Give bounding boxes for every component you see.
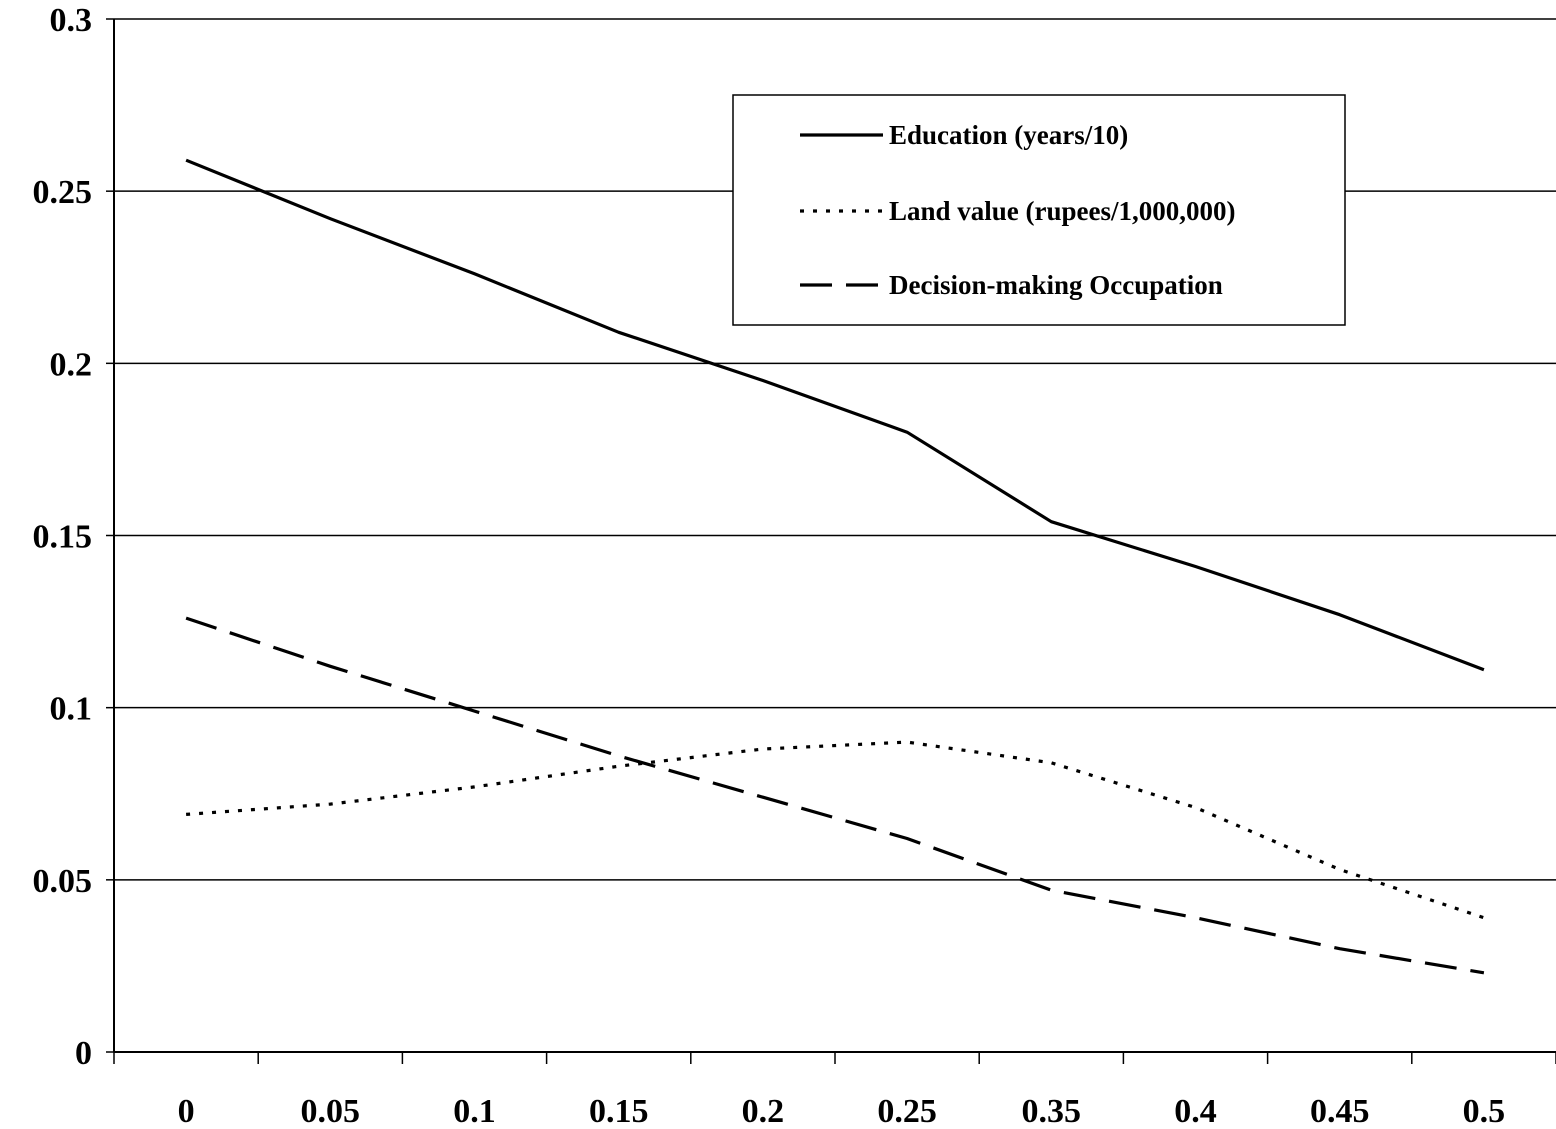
x-tick-label: 0.1 [453, 1093, 496, 1129]
x-tick-label: 0.05 [301, 1093, 361, 1129]
x-tick-label: 0.4 [1174, 1093, 1217, 1129]
y-tick-label: 0.05 [33, 863, 93, 900]
legend: Education (years/10) Land value (rupees/1… [732, 94, 1346, 326]
x-tick-label: 0.2 [742, 1093, 785, 1129]
y-tick-label: 0.3 [50, 2, 93, 39]
legend-label-1: Education (years/10) [889, 120, 1128, 150]
legend-label-3: Decision-making Occupation [889, 270, 1223, 300]
legend-box [732, 94, 1346, 326]
y-tick-label: 0.2 [50, 346, 93, 383]
series-line-3 [185, 616, 1485, 975]
legend-label-2: Land value (rupees/1,000,000) [889, 196, 1236, 226]
x-tick-label: 0.45 [1310, 1093, 1370, 1129]
y-tick-labels: 0 0.05 0.1 0.15 0.2 0.25 0.3 [33, 2, 114, 1072]
x-tick-label: 0.35 [1022, 1093, 1082, 1129]
y-tick-label: 0.15 [33, 519, 93, 556]
x-tick-label: 0.25 [877, 1093, 937, 1129]
series-line-1 [185, 158, 1485, 672]
y-tick-label: 0.25 [33, 174, 93, 211]
x-tick-label: 0.15 [589, 1093, 649, 1129]
x-tick-label: 0.5 [1463, 1093, 1506, 1129]
x-tick-labels: 0 0.05 0.1 0.15 0.2 0.25 0.35 0.4 0.45 0.5 [113, 1052, 1556, 1129]
y-tick-label: 0 [75, 1035, 92, 1072]
y-tick-label: 0.1 [50, 691, 93, 728]
series-lines [185, 158, 1485, 975]
x-tick-label: 0 [178, 1093, 195, 1129]
series-line-2 [185, 740, 1485, 920]
